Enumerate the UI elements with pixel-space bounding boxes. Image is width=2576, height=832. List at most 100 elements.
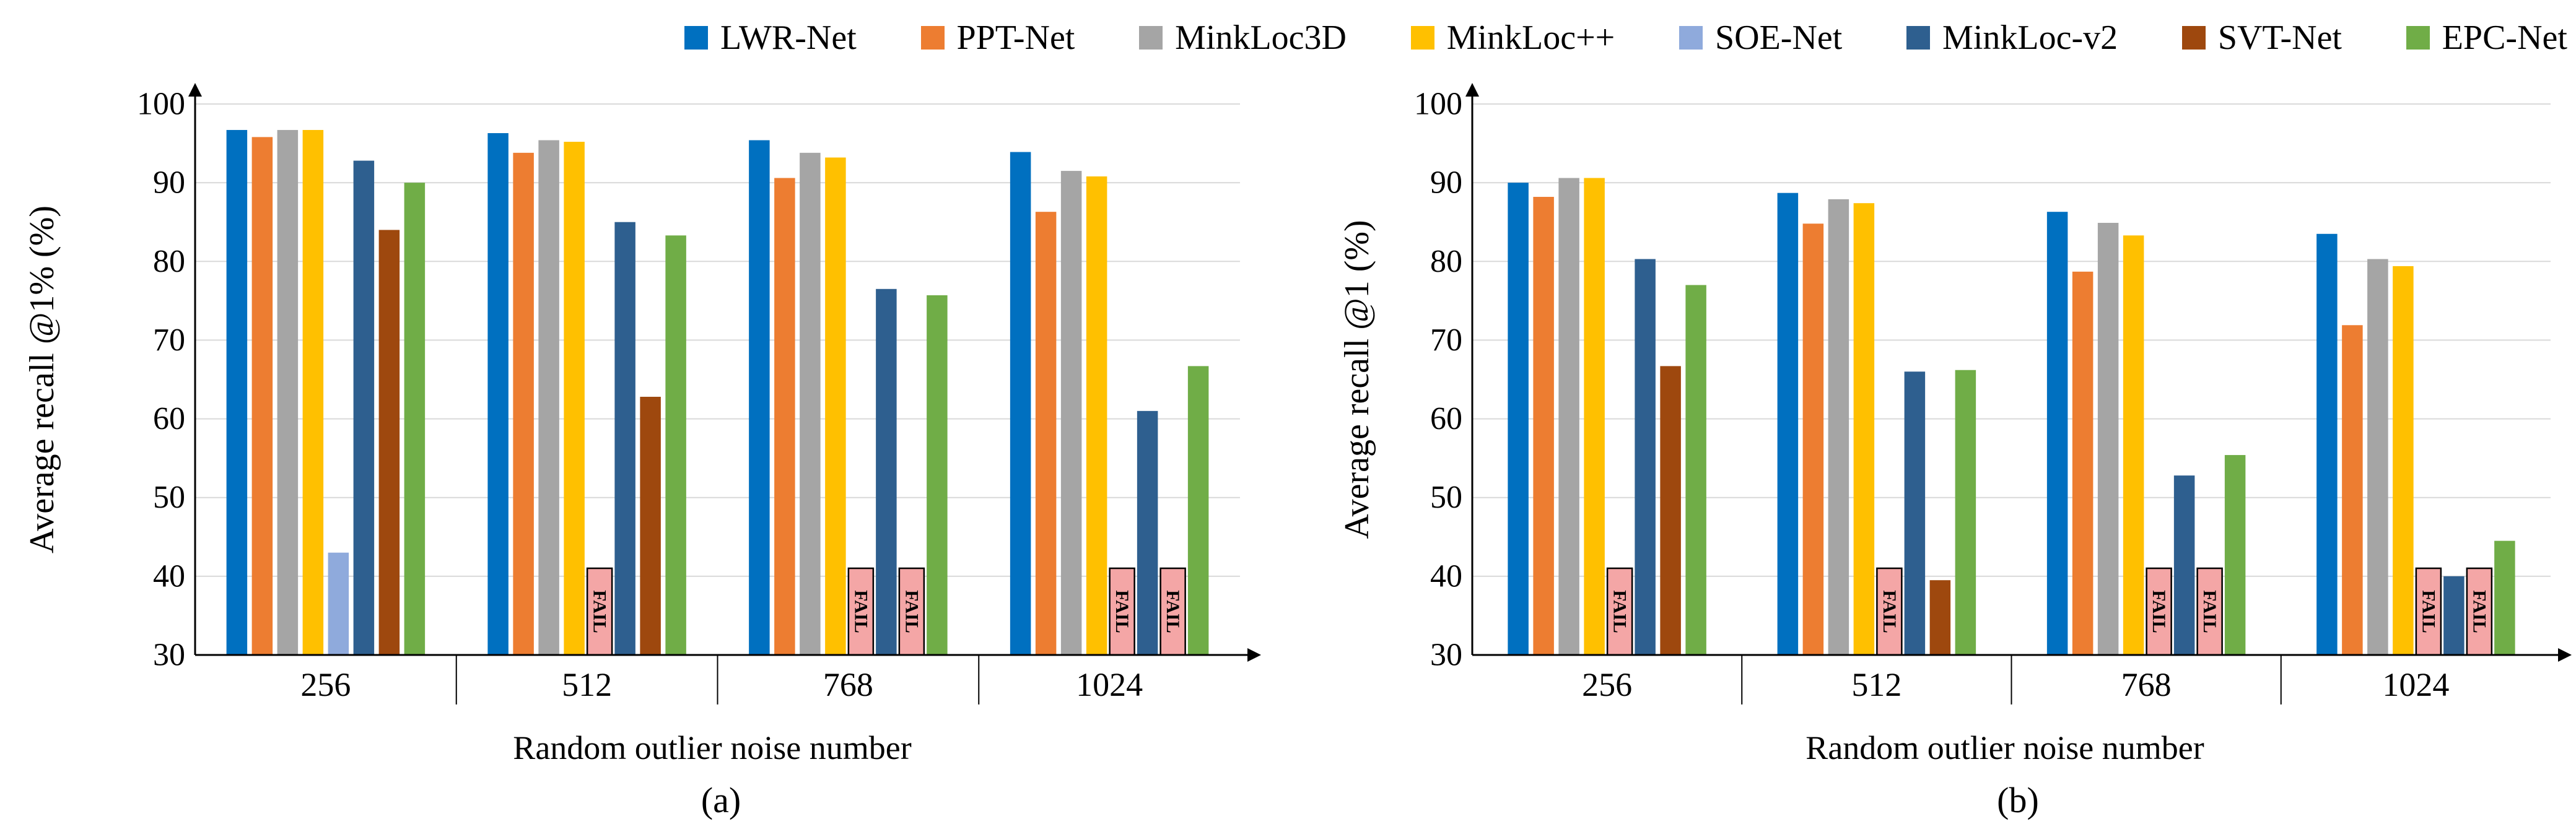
y-tick-label: 80 (153, 244, 185, 279)
fail-label: FAIL (901, 590, 922, 633)
fail-box-soe-net-768 (847, 567, 875, 656)
y-tick-label: 100 (137, 87, 185, 122)
legend-item-svt-net: SVT-Net (2181, 18, 2342, 58)
bar-minkloc3d-512 (1828, 199, 1849, 655)
category-label-256: 256 (300, 666, 351, 703)
bar-minkloc3d-512 (538, 140, 559, 655)
bar-minkloc-1024 (1086, 176, 1107, 655)
bar-minkloc-v2-512 (1904, 371, 1926, 655)
fail-label: FAIL (590, 590, 610, 633)
x-axis-arrow (1247, 648, 1261, 662)
bar-ppt-net-768 (2072, 271, 2094, 655)
bar-minkloc-768 (2123, 235, 2144, 655)
bar-ppt-net-512 (1802, 223, 1824, 655)
legend-swatch (1139, 25, 1163, 50)
bar-minkloc3d-1024 (1060, 171, 1082, 656)
legend-swatch (920, 25, 945, 50)
y-tick-label: 50 (153, 480, 185, 515)
bar-epc-net-512 (1955, 370, 1976, 655)
bar-lwr-net-768 (749, 140, 770, 655)
y-tick-label: 30 (153, 638, 185, 673)
legend-label: MinkLoc-v2 (1942, 18, 2118, 57)
bar-soe-net-256 (328, 552, 349, 655)
y-tick-label: 90 (1430, 165, 1462, 201)
fail-box-soe-net-256 (1606, 567, 1633, 656)
legend-label: SOE-Net (1715, 18, 1843, 57)
y-tick-label: 70 (1430, 323, 1462, 358)
bar-minkloc-v2-256 (353, 160, 375, 655)
bar-epc-net-768 (2224, 455, 2246, 655)
category-label-512: 512 (1851, 666, 1901, 703)
bar-minkloc-256 (302, 129, 324, 655)
legend-item-soe-net: SOE-Net (1679, 18, 1842, 58)
y-tick-label: 40 (1430, 558, 1462, 594)
bar-epc-net-256 (404, 183, 426, 656)
bar-minkloc-v2-1024 (2443, 576, 2465, 655)
category-label-512: 512 (562, 666, 612, 703)
bar-minkloc3d-256 (1558, 178, 1579, 655)
y-axis-label: Average recall @1% (%) (23, 206, 61, 553)
bar-lwr-net-512 (487, 133, 509, 656)
legend-label: SVT-Net (2217, 18, 2342, 57)
legend-item-ppt-net: PPT-Net (920, 18, 1075, 58)
bar-svt-net-512 (640, 396, 661, 655)
fail-label: FAIL (1879, 590, 1900, 633)
legend-swatch (1906, 25, 1931, 50)
panel-label-b: (b) (1997, 780, 2039, 820)
bar-lwr-net-1024 (1010, 152, 1031, 656)
y-axis-arrow (188, 83, 202, 97)
bar-ppt-net-512 (513, 152, 534, 656)
y-tick-label: 60 (153, 401, 185, 436)
x-axis-arrow (2558, 648, 2572, 662)
legend-item-lwr-net: LWR-Net (684, 18, 857, 58)
legend-label: MinkLoc3D (1175, 18, 1347, 57)
bar-minkloc-768 (825, 157, 846, 655)
bar-svt-net-512 (1929, 580, 1951, 655)
legend-item-minkloc-v2: MinkLoc-v2 (1906, 18, 2118, 58)
legend-item-epc-net: EPC-Net (2406, 18, 2567, 58)
bar-svt-net-256 (1660, 366, 1681, 655)
category-label-1024: 1024 (1076, 666, 1143, 703)
bar-minkloc-v2-256 (1635, 259, 1656, 655)
legend-swatch (2181, 25, 2206, 50)
fail-label: FAIL (2149, 590, 2169, 633)
legend-swatch (684, 25, 708, 50)
bar-ppt-net-256 (1533, 197, 1554, 655)
bar-lwr-net-256 (226, 129, 248, 655)
panel-label-a: (a) (701, 780, 741, 820)
bar-minkloc-512 (564, 142, 585, 655)
bar-epc-net-256 (1685, 285, 1706, 655)
legend-label: MinkLoc++ (1446, 18, 1615, 57)
legend: LWR-Net PPT-Net MinkLoc3D MinkLoc++ SOE-Net M… (684, 5, 2567, 70)
bar-lwr-net-768 (2046, 212, 2068, 656)
bar-lwr-net-1024 (2316, 233, 2338, 655)
bar-minkloc-256 (1584, 178, 1605, 655)
legend-item-minkloc3d: MinkLoc3D (1139, 18, 1347, 58)
bar-minkloc-v2-768 (876, 288, 897, 655)
y-tick-label: 40 (153, 558, 185, 594)
fail-box-soe-net-512 (1876, 567, 1903, 656)
fail-box-soe-net-1024 (1109, 567, 1135, 656)
bar-minkloc3d-768 (2097, 222, 2119, 655)
x-axis-label: Random outlier noise number (1805, 729, 2204, 766)
fail-box-svt-net-768 (898, 567, 925, 656)
fail-box-svt-net-768 (2196, 567, 2223, 656)
bar-lwr-net-512 (1777, 193, 1799, 656)
legend-swatch (1410, 25, 1434, 50)
chart-a: FAIL FAIL FAIL FAIL FAIL 30 40 50 60 70 80 90 100 256… (23, 83, 1261, 820)
legend-label: LWR-Net (720, 18, 857, 57)
fail-label: FAIL (1610, 590, 1630, 633)
fail-label: FAIL (1112, 590, 1132, 633)
legend-swatch (2406, 25, 2430, 50)
y-tick-label: 90 (153, 165, 185, 201)
chart-b: FAIL FAIL FAIL FAIL FAIL FAIL 30 40 50 60 70 80 90 10… (1338, 83, 2572, 820)
y-tick-label: 70 (153, 323, 185, 358)
bar-ppt-net-1024 (2342, 325, 2363, 655)
bar-ppt-net-256 (251, 137, 273, 655)
category-label-1024: 1024 (2382, 666, 2449, 703)
fail-box-soe-net-1024 (2415, 567, 2442, 656)
fail-box-soe-net-768 (2146, 567, 2172, 656)
y-tick-label: 100 (1414, 87, 1462, 122)
bar-minkloc3d-768 (800, 152, 821, 656)
category-label-256: 256 (1582, 666, 1632, 703)
